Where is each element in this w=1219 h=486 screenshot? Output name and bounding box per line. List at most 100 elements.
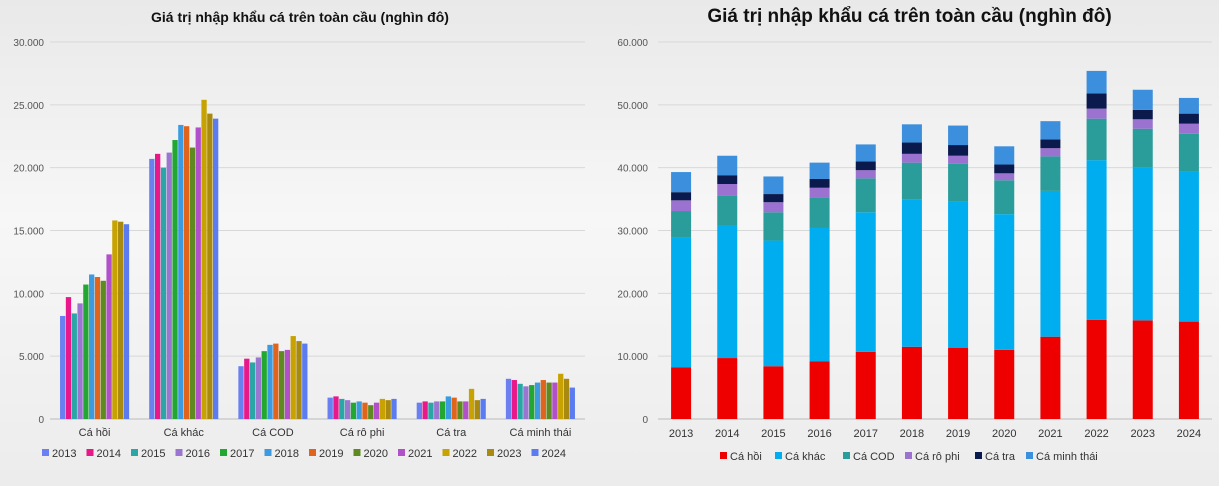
stacked-segment bbox=[1178, 321, 1199, 419]
stacked-segment bbox=[671, 367, 692, 419]
bar bbox=[189, 147, 196, 419]
stacked-segment bbox=[1178, 113, 1199, 124]
stacked-segment bbox=[1132, 128, 1153, 168]
x-category-label: 2024 bbox=[1177, 428, 1201, 440]
stacked-segment bbox=[1132, 320, 1153, 419]
x-category-label: Cá minh thái bbox=[510, 427, 572, 439]
bar bbox=[391, 398, 397, 419]
bar bbox=[416, 402, 422, 419]
x-category-label: 2015 bbox=[761, 428, 785, 440]
bar bbox=[333, 396, 339, 419]
stacked-segment bbox=[763, 176, 784, 195]
stacked-segment bbox=[855, 170, 876, 179]
bar bbox=[149, 158, 155, 419]
bar bbox=[480, 398, 486, 419]
bar bbox=[540, 380, 546, 419]
bar bbox=[327, 397, 333, 419]
y-tick-label: 20.000 bbox=[13, 164, 44, 175]
bar bbox=[368, 405, 374, 419]
stacked-segment bbox=[1086, 319, 1107, 419]
legend-label: 2020 bbox=[364, 448, 388, 460]
bar bbox=[65, 297, 72, 419]
stacked-segment bbox=[717, 225, 738, 359]
legend-label: 2018 bbox=[275, 448, 299, 460]
stacked-segment bbox=[1086, 118, 1107, 161]
stacked-segment bbox=[763, 212, 784, 241]
y-tick-label: 50.000 bbox=[617, 101, 648, 112]
bar bbox=[71, 313, 77, 419]
left-chart-title: Giá trị nhập khẩu cá trên toàn cầu (nghì… bbox=[151, 9, 449, 25]
legend-label: 2024 bbox=[542, 448, 566, 460]
bar bbox=[238, 366, 244, 419]
bar bbox=[457, 401, 463, 419]
x-category-label: 2017 bbox=[854, 428, 878, 440]
bar bbox=[83, 284, 89, 419]
stacked-segment bbox=[948, 125, 969, 146]
legend-label: Cá minh thái bbox=[1036, 451, 1098, 463]
stacked-segment bbox=[901, 162, 922, 200]
bar bbox=[511, 380, 517, 419]
legend-swatch bbox=[442, 449, 450, 456]
legend-label: Cá khác bbox=[785, 451, 826, 463]
bar bbox=[284, 349, 291, 419]
bar bbox=[94, 276, 101, 419]
stacked-segment bbox=[763, 240, 784, 367]
y-tick-label: 0 bbox=[38, 415, 44, 426]
legend-label: Cá tra bbox=[985, 451, 1016, 463]
bar bbox=[552, 382, 558, 419]
x-category-label: 2016 bbox=[807, 428, 831, 440]
bar bbox=[569, 387, 575, 419]
legend-swatch bbox=[309, 449, 316, 456]
legend-swatch bbox=[720, 452, 727, 459]
stacked-segment bbox=[1040, 121, 1061, 140]
legend-swatch bbox=[1026, 452, 1033, 459]
bar bbox=[89, 274, 95, 419]
stacked-segment bbox=[994, 146, 1015, 165]
bar bbox=[249, 362, 256, 419]
bar bbox=[261, 351, 267, 419]
left-chart-svg: 0 5.000 10.000 15.000 20.000 25.000 30.000 Cá h… bbox=[13, 38, 585, 460]
bar bbox=[166, 152, 172, 419]
legend-swatch bbox=[487, 449, 494, 456]
y-tick-label: 10.000 bbox=[617, 352, 648, 363]
x-category-label: Cá tra bbox=[436, 427, 467, 439]
x-category-label: 2023 bbox=[1131, 428, 1155, 440]
legend-swatch bbox=[398, 449, 405, 456]
legend-swatch bbox=[175, 449, 183, 456]
bar bbox=[290, 336, 296, 419]
bar bbox=[468, 388, 475, 419]
bar bbox=[534, 382, 541, 419]
stacked-segment bbox=[1040, 156, 1061, 191]
bar bbox=[505, 378, 512, 419]
legend-swatch bbox=[975, 452, 982, 459]
stacked-segment bbox=[948, 347, 969, 419]
bar bbox=[434, 401, 440, 419]
stacked-segment bbox=[1178, 97, 1199, 114]
y-tick-label: 30.000 bbox=[13, 38, 44, 49]
bar bbox=[244, 358, 250, 419]
legend-swatch bbox=[905, 452, 912, 459]
stacked-segment bbox=[671, 192, 692, 201]
legend-swatch bbox=[131, 449, 138, 456]
legend-swatch bbox=[353, 449, 361, 456]
stacked-segment bbox=[994, 164, 1015, 174]
bar bbox=[356, 401, 362, 419]
legend-label: 2019 bbox=[319, 448, 343, 460]
bar bbox=[350, 402, 357, 419]
bar bbox=[296, 341, 302, 419]
bar bbox=[100, 280, 106, 419]
bar bbox=[379, 398, 386, 419]
bar bbox=[428, 402, 434, 419]
stacked-segment bbox=[948, 201, 969, 348]
bar bbox=[463, 401, 469, 419]
bar bbox=[160, 167, 167, 419]
x-category-label: Cá hồi bbox=[79, 427, 111, 439]
stacked-segment bbox=[901, 199, 922, 347]
stacked-segment bbox=[1086, 70, 1107, 94]
legend-swatch bbox=[843, 452, 850, 459]
bar bbox=[106, 254, 112, 419]
stacked-segment bbox=[994, 173, 1015, 181]
stacked-segment bbox=[901, 153, 922, 163]
bar bbox=[255, 357, 262, 419]
stacked-segment bbox=[948, 163, 969, 202]
